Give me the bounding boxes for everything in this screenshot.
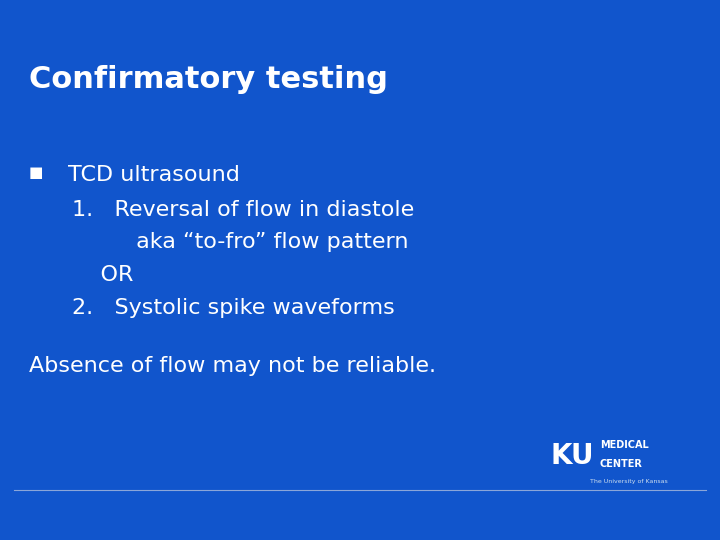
Text: KU: KU <box>551 442 594 470</box>
Text: Absence of flow may not be reliable.: Absence of flow may not be reliable. <box>29 356 436 376</box>
Text: ■: ■ <box>29 165 43 180</box>
Text: 2.   Systolic spike waveforms: 2. Systolic spike waveforms <box>72 298 395 318</box>
Text: OR: OR <box>72 265 133 285</box>
Text: MEDICAL: MEDICAL <box>600 441 649 450</box>
Text: TCD ultrasound: TCD ultrasound <box>68 165 240 185</box>
Text: Confirmatory testing: Confirmatory testing <box>29 65 387 94</box>
Text: The University of Kansas: The University of Kansas <box>590 479 668 484</box>
Text: CENTER: CENTER <box>600 460 643 469</box>
Text: aka “to-fro” flow pattern: aka “to-fro” flow pattern <box>72 232 408 252</box>
Text: 1.   Reversal of flow in diastole: 1. Reversal of flow in diastole <box>72 200 414 220</box>
